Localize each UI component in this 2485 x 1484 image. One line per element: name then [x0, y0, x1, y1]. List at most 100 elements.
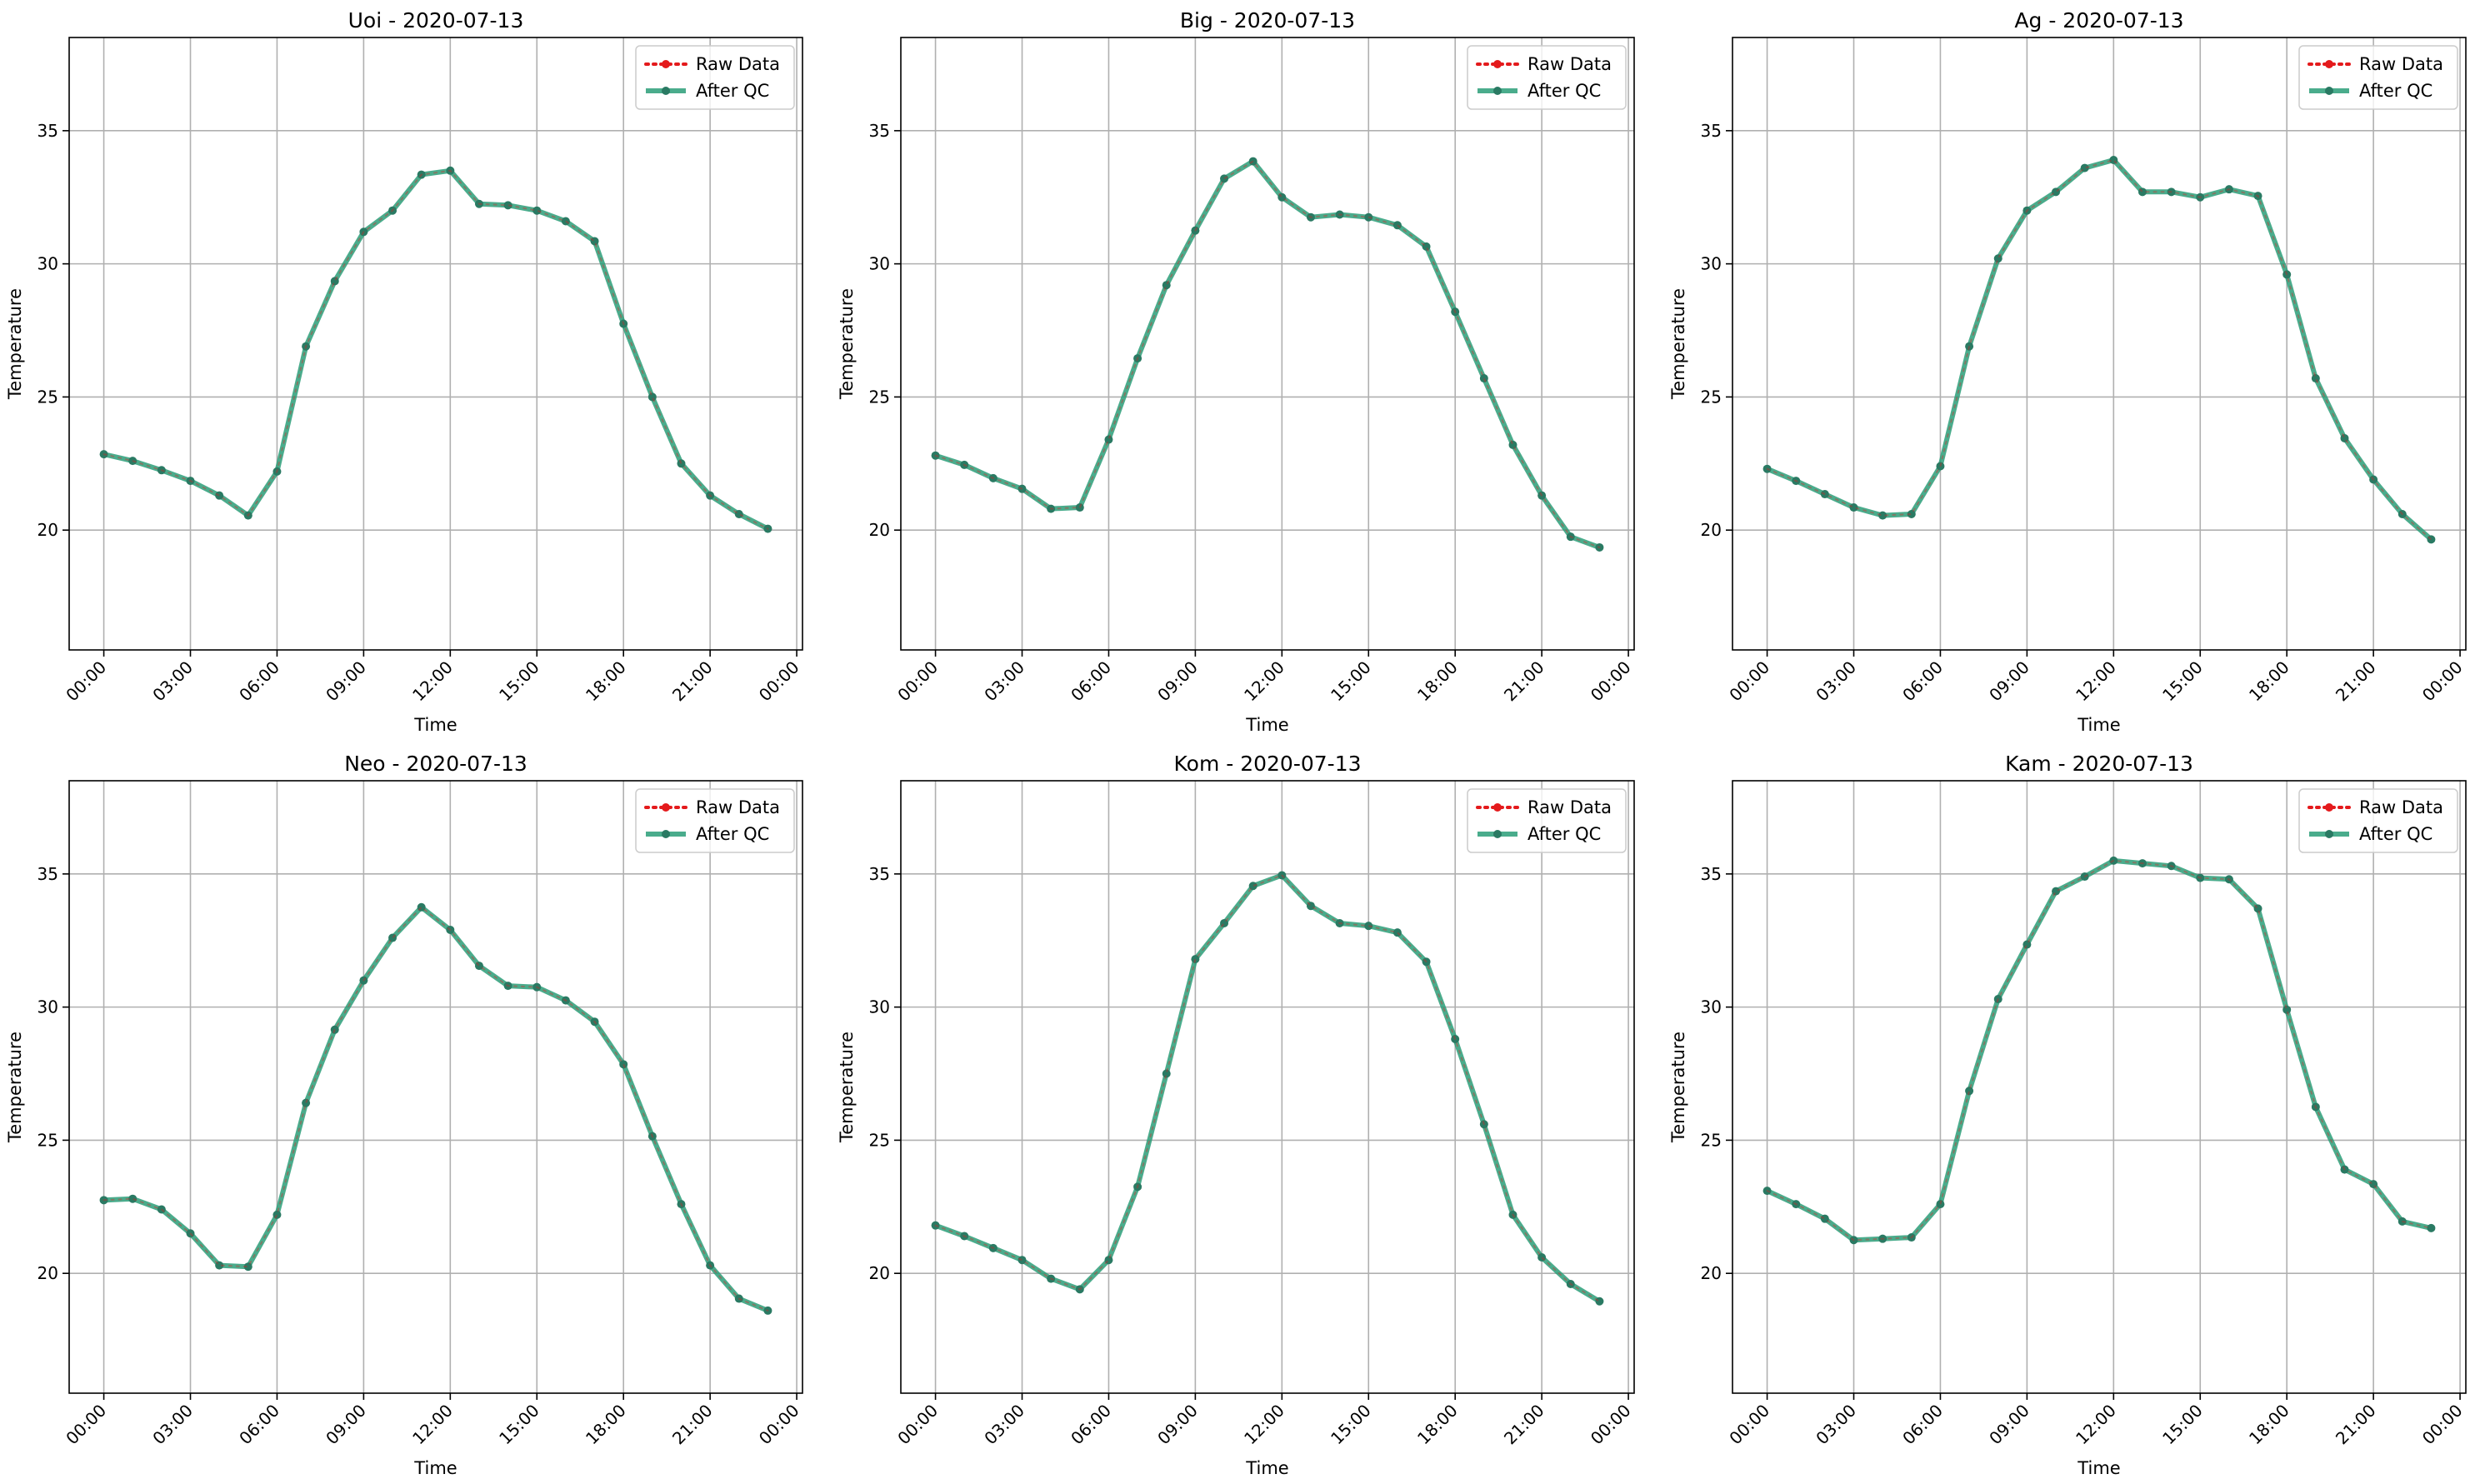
data-point-after-qc	[2080, 872, 2089, 882]
y-tick-label: 20	[1701, 1263, 1722, 1283]
data-point-after-qc	[243, 511, 252, 520]
x-tick-label: 00:00	[2418, 1401, 2467, 1449]
legend: Raw Data After QC	[1467, 45, 1627, 110]
data-point-after-qc	[706, 491, 715, 500]
data-point-after-qc	[2022, 206, 2032, 215]
x-tick-label: 03:00	[980, 657, 1028, 706]
y-axis-label: Temperature	[837, 288, 857, 400]
data-point-after-qc	[1878, 1234, 1888, 1243]
x-tick-label: 00:00	[1587, 1401, 1635, 1449]
data-point-after-qc	[1965, 1087, 1974, 1096]
y-axis-label: Temperature	[5, 288, 25, 400]
x-tick-label: 06:00	[1898, 1401, 1947, 1449]
data-point-after-qc	[2253, 192, 2262, 201]
y-tick-label: 35	[1701, 864, 1722, 884]
data-point-after-qc	[2340, 1165, 2349, 1174]
legend: Raw Data After QC	[635, 788, 795, 853]
legend-label-raw-data: Raw Data	[1528, 797, 1612, 817]
x-tick-label: 15:00	[2158, 1401, 2207, 1449]
data-point-after-qc	[2167, 187, 2176, 197]
data-point-after-qc	[1220, 918, 1229, 927]
data-point-after-qc	[503, 201, 512, 210]
series-line-after-qc	[932, 872, 1602, 1304]
data-point-after-qc	[1162, 281, 1171, 290]
x-tick-label: 12:00	[408, 657, 457, 706]
plot-frame	[68, 37, 803, 651]
data-point-after-qc	[1133, 1182, 1142, 1192]
x-tick-label: 21:00	[668, 657, 717, 706]
legend-label-raw-data: Raw Data	[2359, 54, 2443, 74]
x-tick-label: 06:00	[235, 1401, 283, 1449]
data-point-after-qc	[590, 237, 599, 246]
legend-label-after-qc: After QC	[696, 81, 769, 101]
series-line-raw-data	[934, 160, 1601, 548]
y-tick-label: 25	[38, 387, 58, 407]
chart-panel-1: 00:00 03:00 06:00 09:00 12:00 15:00 18:00 21:00…	[837, 8, 1635, 735]
data-point-after-qc	[1075, 503, 1084, 512]
y-axis-label: Temperature	[837, 1032, 857, 1143]
data-point-after-qc	[1364, 212, 1373, 222]
series-line-after-qc	[1764, 157, 2434, 542]
series-line-raw-data	[102, 169, 769, 530]
data-point-after-qc	[1451, 1034, 1460, 1043]
y-tick-label: 35	[38, 121, 58, 141]
series-line-after-qc	[101, 167, 771, 532]
legend-marker-after-qc	[1493, 830, 1502, 838]
legend-label-after-qc: After QC	[696, 824, 769, 844]
y-tick-label: 25	[869, 387, 890, 407]
y-tick-label: 30	[1701, 254, 1722, 274]
data-point-after-qc	[532, 206, 542, 215]
legend-marker-after-qc	[662, 830, 670, 838]
data-point-after-qc	[1392, 928, 1402, 937]
data-point-after-qc	[1849, 1236, 1858, 1245]
data-point-after-qc	[1849, 503, 1858, 512]
data-point-after-qc	[763, 1306, 772, 1315]
legend-label-after-qc: After QC	[1528, 81, 1601, 101]
data-point-after-qc	[1566, 1279, 1575, 1288]
data-point-after-qc	[417, 170, 426, 179]
data-point-after-qc	[960, 1232, 969, 1241]
data-point-after-qc	[1792, 1200, 1801, 1209]
data-point-after-qc	[302, 1098, 311, 1107]
chart-title: Kom - 2020-07-13	[1174, 752, 1362, 776]
data-point-after-qc	[2109, 156, 2118, 164]
chart-panel-4: 00:00 03:00 06:00 09:00 12:00 15:00 18:00 21:00…	[837, 752, 1635, 1478]
data-point-after-qc	[1278, 871, 1287, 880]
data-point-after-qc	[1595, 1297, 1604, 1306]
data-point-after-qc	[677, 459, 686, 468]
data-point-after-qc	[1907, 510, 1916, 519]
plot-frame	[900, 37, 1635, 651]
x-tick-label: 00:00	[893, 657, 942, 706]
data-point-after-qc	[1191, 226, 1200, 235]
data-point-after-qc	[1820, 490, 1829, 499]
plot-frame	[68, 780, 803, 1394]
y-tick-label: 35	[869, 121, 890, 141]
y-axis-label: Temperature	[1668, 288, 1688, 400]
data-point-after-qc	[1104, 435, 1113, 444]
data-point-after-qc	[734, 1294, 743, 1303]
data-point-after-qc	[1595, 542, 1604, 552]
legend: Raw Data After QC	[2298, 45, 2458, 110]
data-point-after-qc	[1762, 1187, 1772, 1196]
data-point-after-qc	[2167, 862, 2176, 871]
plot-frame	[1732, 780, 2467, 1394]
data-point-after-qc	[2311, 1102, 2320, 1112]
data-point-after-qc	[2369, 1180, 2378, 1189]
data-point-after-qc	[960, 460, 969, 469]
data-point-after-qc	[2109, 856, 2118, 865]
data-point-after-qc	[2340, 433, 2349, 442]
x-tick-label: 15:00	[495, 1401, 543, 1449]
data-point-after-qc	[1306, 902, 1315, 911]
data-point-after-qc	[2311, 374, 2320, 383]
x-tick-label: 12:00	[2072, 657, 2120, 706]
x-tick-label: 00:00	[755, 657, 803, 706]
data-point-after-qc	[2282, 1005, 2292, 1014]
data-point-after-qc	[186, 477, 195, 486]
data-point-after-qc	[590, 1017, 599, 1027]
legend-label-after-qc: After QC	[2359, 81, 2432, 101]
data-point-after-qc	[474, 962, 483, 971]
data-point-after-qc	[1306, 212, 1315, 222]
data-point-after-qc	[99, 450, 108, 459]
data-point-after-qc	[474, 199, 483, 208]
x-tick-label: 00:00	[1725, 1401, 1773, 1449]
